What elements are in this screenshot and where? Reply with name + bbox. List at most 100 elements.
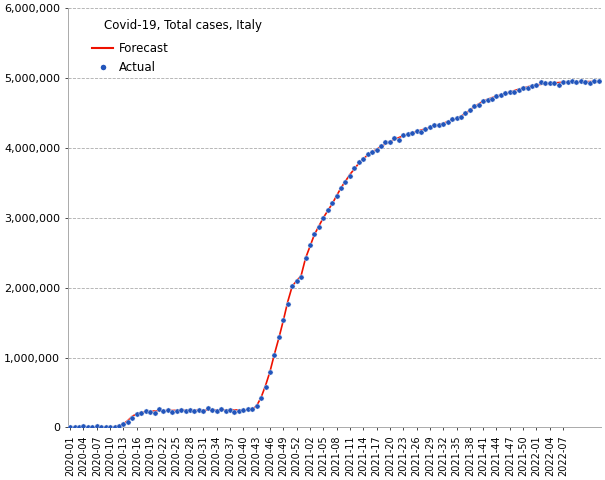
Point [194, 407, 204, 414]
Point [88, 424, 97, 432]
Point [96, 423, 106, 431]
Point [278, 316, 288, 324]
Point [305, 241, 315, 249]
Point [381, 138, 390, 146]
Point [70, 424, 79, 432]
Point [572, 78, 581, 86]
Point [145, 408, 155, 416]
Point [420, 125, 430, 133]
Point [394, 136, 404, 144]
Point [314, 223, 324, 231]
Point [398, 131, 408, 139]
Point [128, 414, 137, 422]
Point [119, 420, 128, 428]
Point [390, 134, 399, 142]
Point [310, 230, 319, 238]
Point [567, 77, 577, 84]
Point [301, 254, 310, 262]
Point [274, 333, 284, 341]
Point [385, 138, 394, 145]
Point [545, 79, 555, 87]
Legend: Forecast, Actual: Forecast, Actual [87, 37, 174, 78]
Point [114, 422, 124, 430]
Point [141, 408, 151, 415]
Point [474, 101, 483, 108]
Point [460, 109, 470, 117]
Point [514, 86, 523, 94]
Point [407, 130, 417, 137]
Point [217, 405, 226, 413]
Point [252, 402, 261, 410]
Point [336, 184, 346, 192]
Point [505, 88, 515, 96]
Point [172, 407, 182, 415]
Point [79, 422, 88, 430]
Point [425, 123, 435, 131]
Point [74, 423, 84, 431]
Point [350, 164, 359, 172]
Point [208, 406, 217, 414]
Point [101, 424, 111, 432]
Point [465, 106, 475, 114]
Point [132, 410, 142, 418]
Point [230, 408, 240, 416]
Point [358, 156, 368, 163]
Point [416, 128, 426, 136]
Point [247, 405, 257, 413]
Point [65, 423, 75, 431]
Point [181, 408, 191, 415]
Point [580, 78, 590, 85]
Point [83, 424, 93, 432]
Point [243, 405, 253, 413]
Point [363, 150, 373, 158]
Point [163, 407, 172, 414]
Point [345, 172, 355, 180]
Point [257, 394, 266, 402]
Point [523, 84, 532, 92]
Point [371, 146, 381, 154]
Point [496, 91, 506, 98]
Point [270, 351, 280, 359]
Point [154, 406, 164, 413]
Point [168, 408, 177, 416]
Point [341, 179, 350, 186]
Point [549, 79, 559, 87]
Point [487, 96, 497, 103]
Point [136, 409, 146, 417]
Point [576, 78, 586, 85]
Point [332, 192, 341, 200]
Point [185, 406, 195, 414]
Point [536, 79, 546, 86]
Point [469, 102, 479, 109]
Point [354, 158, 364, 166]
Point [189, 407, 199, 415]
Point [411, 128, 421, 135]
Point [532, 81, 541, 88]
Point [318, 214, 328, 222]
Point [483, 96, 492, 104]
Point [509, 88, 519, 96]
Point [176, 407, 186, 414]
Point [198, 407, 208, 415]
Point [292, 277, 301, 285]
Point [492, 92, 502, 100]
Point [443, 119, 453, 126]
Point [594, 77, 603, 84]
Point [439, 120, 448, 128]
Point [563, 78, 572, 86]
Point [123, 419, 132, 426]
Point [105, 423, 115, 431]
Point [159, 407, 168, 415]
Point [376, 142, 386, 150]
Point [261, 383, 270, 391]
Point [296, 273, 306, 280]
Point [283, 300, 293, 307]
Point [434, 121, 443, 129]
Point [500, 90, 510, 97]
Point [452, 114, 462, 122]
Point [540, 80, 550, 87]
Point [430, 121, 439, 129]
Point [110, 424, 119, 432]
Point [527, 82, 537, 90]
Point [212, 408, 221, 415]
